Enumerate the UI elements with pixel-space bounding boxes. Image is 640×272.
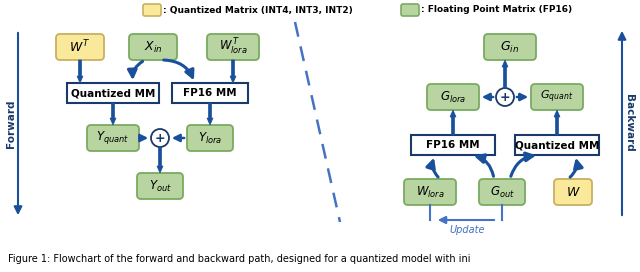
FancyBboxPatch shape [554,179,592,205]
Text: $Y_{lora}$: $Y_{lora}$ [198,131,222,146]
Text: $G_{in}$: $G_{in}$ [500,39,520,55]
Polygon shape [157,147,163,173]
Text: $Y_{out}$: $Y_{out}$ [148,178,172,194]
Text: +: + [500,91,510,104]
Text: $Y_{quant}$: $Y_{quant}$ [97,129,130,147]
FancyBboxPatch shape [479,179,525,205]
Text: : Floating Point Matrix (FP16): : Floating Point Matrix (FP16) [421,5,572,14]
Bar [67,83,159,103]
FancyBboxPatch shape [143,4,161,16]
Text: Backward: Backward [624,94,634,152]
FancyBboxPatch shape [427,84,479,110]
Text: $W$: $W$ [566,186,580,199]
Polygon shape [110,103,116,125]
Text: $G_{lora}$: $G_{lora}$ [440,89,466,104]
Text: Update: Update [449,225,484,235]
Text: : Quantized Matrix (INT4, INT3, INT2): : Quantized Matrix (INT4, INT3, INT2) [163,5,353,14]
Text: FP16 MM: FP16 MM [426,140,480,150]
Polygon shape [554,110,560,135]
Text: +: + [155,132,165,145]
Polygon shape [450,110,456,135]
Bar [515,135,599,155]
FancyBboxPatch shape [207,34,259,60]
Polygon shape [230,60,236,83]
Text: $X_{in}$: $X_{in}$ [144,39,162,55]
Polygon shape [207,103,213,125]
FancyBboxPatch shape [404,179,456,205]
FancyBboxPatch shape [137,173,183,199]
FancyBboxPatch shape [484,34,536,60]
Text: Quantized MM: Quantized MM [515,140,599,150]
Bar [411,135,495,155]
Bar [172,83,248,103]
Text: $W^T$: $W^T$ [69,39,91,55]
Text: $W_{lora}^{\,T}$: $W_{lora}^{\,T}$ [219,37,248,57]
FancyBboxPatch shape [56,34,104,60]
Polygon shape [502,60,508,88]
FancyBboxPatch shape [401,4,419,16]
FancyBboxPatch shape [87,125,139,151]
Text: $G_{out}$: $G_{out}$ [490,184,515,200]
Text: $G_{quant}$: $G_{quant}$ [540,89,573,105]
Text: Quantized MM: Quantized MM [71,88,155,98]
Text: Forward: Forward [6,100,16,148]
Text: FP16 MM: FP16 MM [183,88,237,98]
Circle shape [496,88,514,106]
Circle shape [151,129,169,147]
FancyBboxPatch shape [187,125,233,151]
Text: Figure 1: Flowchart of the forward and backward path, designed for a quantized m: Figure 1: Flowchart of the forward and b… [8,254,470,264]
Text: $W_{lora}$: $W_{lora}$ [415,184,444,200]
Polygon shape [77,60,83,83]
FancyBboxPatch shape [129,34,177,60]
FancyBboxPatch shape [531,84,583,110]
